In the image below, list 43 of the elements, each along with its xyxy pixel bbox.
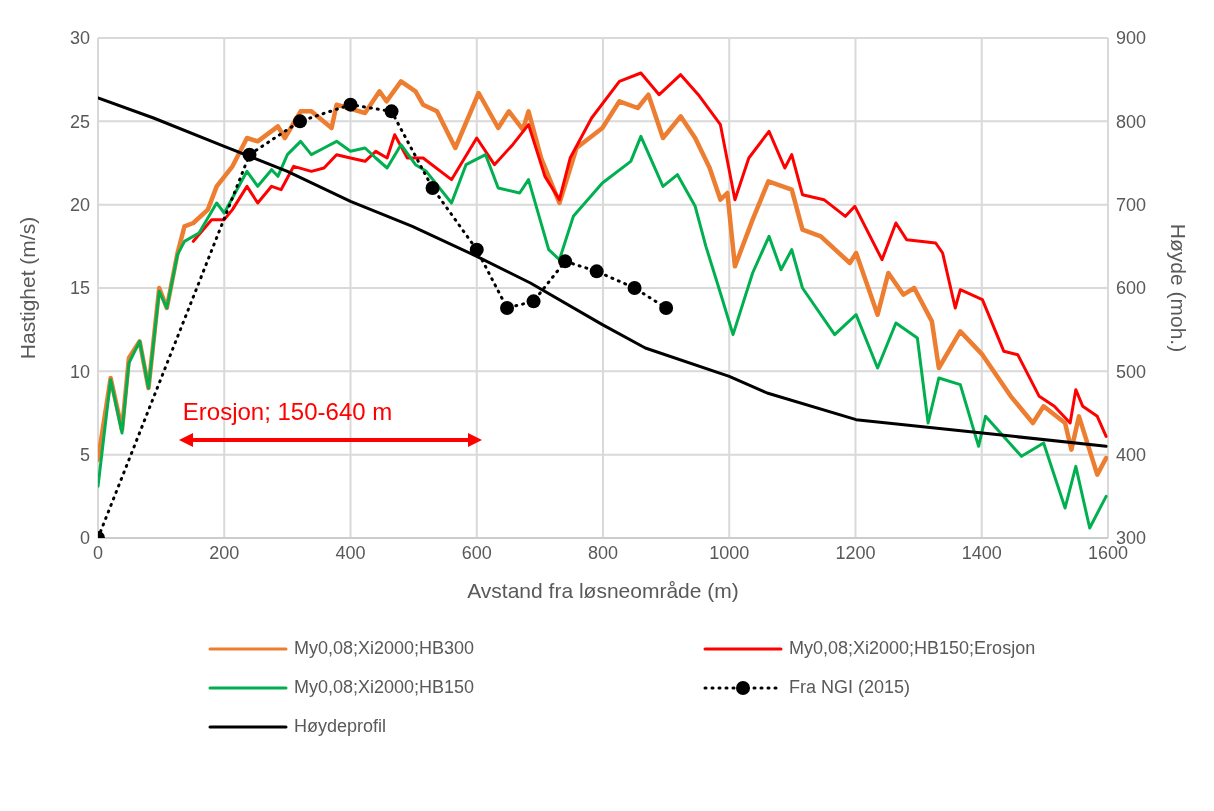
x-tick-label: 200 [209, 542, 240, 563]
legend-label: My0,08;Xi2000;HB300 [294, 638, 475, 659]
y-tick-label: 25 [69, 111, 90, 132]
y-tick-label: 15 [69, 278, 90, 299]
x-tick-label: 0 [92, 542, 104, 563]
point [469, 242, 484, 257]
legend-label: Fra NGI (2015) [789, 677, 911, 698]
x-tick-label: 800 [587, 542, 619, 563]
y2-tick-label: 500 [1116, 361, 1147, 382]
point [500, 301, 515, 315]
point [526, 294, 541, 309]
y-tick-label: 30 [69, 28, 90, 49]
point [589, 264, 604, 279]
legend-label: My0,08;Xi2000;HB150;Erosjon [789, 638, 1036, 659]
y2-tick-label: 700 [1116, 195, 1147, 216]
point [558, 254, 573, 269]
legend-label: My0,08;Xi2000;HB150 [294, 677, 475, 698]
x-tick-label: 400 [335, 542, 366, 563]
point [242, 147, 257, 162]
y2-tick-label: 600 [1116, 278, 1147, 299]
legend-label: Høydeprofil [294, 716, 387, 737]
point [425, 181, 440, 195]
x-tick-label: 1400 [961, 542, 1002, 563]
y-tick-label: 10 [69, 361, 90, 382]
y2-tick-label: 400 [1116, 445, 1147, 466]
annotation: Erosjon; 150-640 m [182, 398, 393, 426]
point [659, 301, 674, 315]
y2-tick-label: 800 [1116, 111, 1147, 132]
x-tick-label: 1000 [709, 542, 750, 563]
y2-tick-label: 900 [1116, 28, 1147, 49]
y-tick-label: 0 [79, 528, 90, 549]
x-tick-label: 600 [461, 542, 492, 563]
y2-axis-title: Høyde (moh.) [1166, 223, 1190, 353]
x-axis-title: Avstand fra løsneområde (m) [467, 579, 739, 602]
point [384, 104, 399, 119]
point [293, 114, 307, 129]
y-tick-label: 20 [69, 195, 90, 216]
x-tick-label: 1200 [835, 542, 876, 563]
line-series [98, 134, 1108, 530]
y-axis-title: Hastighet (m/s) [16, 216, 40, 360]
y-tick-label: 5 [79, 445, 90, 466]
point [627, 281, 642, 295]
point [343, 97, 358, 112]
